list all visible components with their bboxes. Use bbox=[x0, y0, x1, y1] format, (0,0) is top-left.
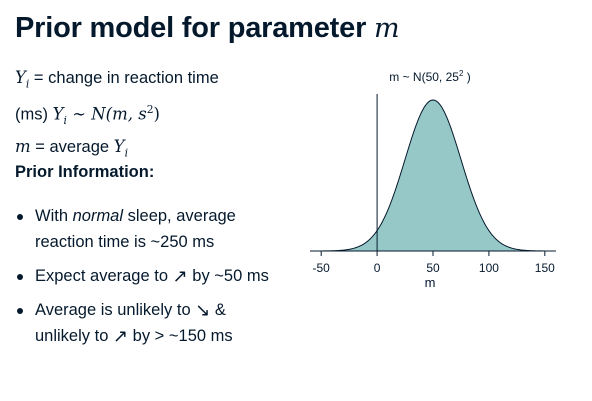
definition-text: = change in reaction time bbox=[29, 69, 219, 87]
chart-title-sup: 2 bbox=[459, 69, 464, 78]
page-title: Prior model for parameter m bbox=[15, 12, 400, 45]
x-tick-label: 0 bbox=[374, 261, 381, 275]
arrow-up-right-icon: ↗ bbox=[112, 326, 129, 347]
bullet-text: Expect average to bbox=[35, 267, 173, 285]
math-m: m bbox=[15, 137, 31, 157]
bullet-text: Average is unlikely to bbox=[35, 301, 196, 319]
prior-density-chart: m ~ N(50, 252 ) -50 0 50 100 150 m bbox=[300, 60, 570, 300]
math-sub: i bbox=[25, 77, 30, 91]
chart-title-text: m ~ N(50, 25 bbox=[389, 70, 459, 84]
math-y: Y bbox=[15, 68, 26, 87]
definition-line-2: (ms) Yi ∼ N(m, s2) bbox=[15, 97, 219, 134]
x-tick-label: 150 bbox=[535, 261, 555, 275]
math-sub: i bbox=[63, 114, 67, 128]
chart-title-close: ) bbox=[463, 70, 470, 84]
prior-information-heading: Prior Information: bbox=[15, 163, 155, 181]
math-close: ) bbox=[153, 104, 160, 124]
prior-information-list: With normal sleep, average reaction time… bbox=[15, 203, 285, 357]
chart-title: m ~ N(50, 252 ) bbox=[389, 69, 471, 84]
math-y: Y bbox=[52, 104, 64, 124]
arrow-down-right-icon: ↘ bbox=[195, 300, 211, 321]
title-text: Prior model for parameter bbox=[15, 12, 367, 44]
arrow-up-right-icon: ↗ bbox=[172, 266, 188, 287]
bullet-text: sleep, average reaction time is ~250 ms bbox=[35, 207, 236, 251]
math-distribution: ∼ N(m, s bbox=[66, 104, 147, 124]
density-area bbox=[310, 100, 556, 251]
definition-line-1: Yi = change in reaction time bbox=[15, 65, 219, 97]
x-tick-label: 50 bbox=[426, 261, 440, 275]
title-variable: m bbox=[374, 13, 400, 44]
variable-definitions: Yi = change in reaction time (ms) Yi ∼ N… bbox=[15, 65, 219, 166]
bullet-text: by > ~150 ms bbox=[128, 327, 233, 345]
list-item: With normal sleep, average reaction time… bbox=[15, 203, 285, 255]
math-sub: i bbox=[124, 146, 129, 160]
definition-text: (ms) bbox=[15, 105, 53, 124]
bullet-text: With bbox=[35, 207, 73, 225]
chart-svg: m ~ N(50, 252 ) -50 0 50 100 150 m bbox=[310, 69, 556, 290]
math-sup: 2 bbox=[146, 103, 154, 117]
math-y: Y bbox=[113, 137, 125, 157]
density-curve bbox=[310, 99, 556, 252]
x-axis-label: m bbox=[425, 275, 436, 290]
bullet-text: by ~50 ms bbox=[187, 267, 269, 285]
list-item: Expect average to ↗ by ~50 ms bbox=[15, 263, 285, 289]
bullet-emphasis: normal bbox=[72, 207, 124, 225]
list-item: Average is unlikely to ↘ & unlikely to ↗… bbox=[15, 297, 285, 349]
bullet-text: & unlikely to bbox=[35, 301, 226, 345]
x-tick-label: 100 bbox=[479, 261, 499, 275]
definition-text: = average bbox=[30, 138, 114, 157]
plot-area bbox=[310, 94, 556, 252]
x-axis: -50 0 50 100 150 bbox=[313, 251, 555, 275]
x-tick-label: -50 bbox=[313, 261, 331, 275]
definition-line-3: m = average Yi bbox=[15, 134, 219, 166]
